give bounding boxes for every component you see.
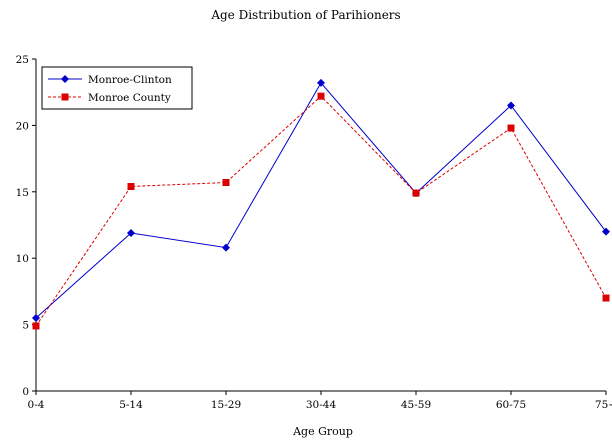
series-layer xyxy=(32,78,610,330)
data-point xyxy=(412,189,420,197)
x-tick-label: 75+ xyxy=(595,399,612,411)
legend-label: Monroe County xyxy=(88,92,171,104)
x-axis-label: Age Group xyxy=(293,425,353,438)
y-tick-label: 0 xyxy=(22,386,29,398)
legend-marker xyxy=(61,93,69,101)
x-tick-label: 45-59 xyxy=(401,399,431,411)
x-tick-label: 0-4 xyxy=(28,399,45,411)
data-point xyxy=(222,243,230,252)
x-tick-label: 15-29 xyxy=(211,399,241,411)
data-point xyxy=(222,179,230,187)
legend-marker xyxy=(61,75,69,83)
data-point xyxy=(507,101,515,110)
data-point xyxy=(317,78,325,87)
legend-box xyxy=(41,66,193,110)
data-point xyxy=(127,228,135,237)
x-tick-label: 5-14 xyxy=(119,399,143,411)
x-tick-label: 30-44 xyxy=(306,399,337,411)
series-monroe-county xyxy=(32,92,610,330)
data-point xyxy=(317,92,325,100)
legend-label: Monroe-Clinton xyxy=(88,74,172,86)
y-tick-label: 15 xyxy=(16,187,29,199)
y-tick-label: 5 xyxy=(22,320,29,332)
y-tick-label: 20 xyxy=(16,120,29,132)
data-point xyxy=(507,124,515,132)
series-line xyxy=(35,95,607,327)
x-tick-label: 60-75 xyxy=(496,399,526,411)
data-point xyxy=(32,313,40,322)
data-point xyxy=(602,227,610,236)
y-tick-label: 25 xyxy=(16,54,29,66)
data-point xyxy=(127,182,135,190)
chart-axes: 0 5 10 15 20 25 0-4 5-14 15-29 30-44 45-59 60-75 75+ xyxy=(16,54,612,411)
chart-legend: Monroe-Clinton Monroe County xyxy=(41,66,193,110)
data-point xyxy=(32,322,40,330)
chart-title: Age Distribution of Parihioners xyxy=(211,8,401,22)
series-monroe-clinton xyxy=(32,78,610,322)
y-tick-label: 10 xyxy=(16,253,29,265)
data-point xyxy=(602,294,610,302)
